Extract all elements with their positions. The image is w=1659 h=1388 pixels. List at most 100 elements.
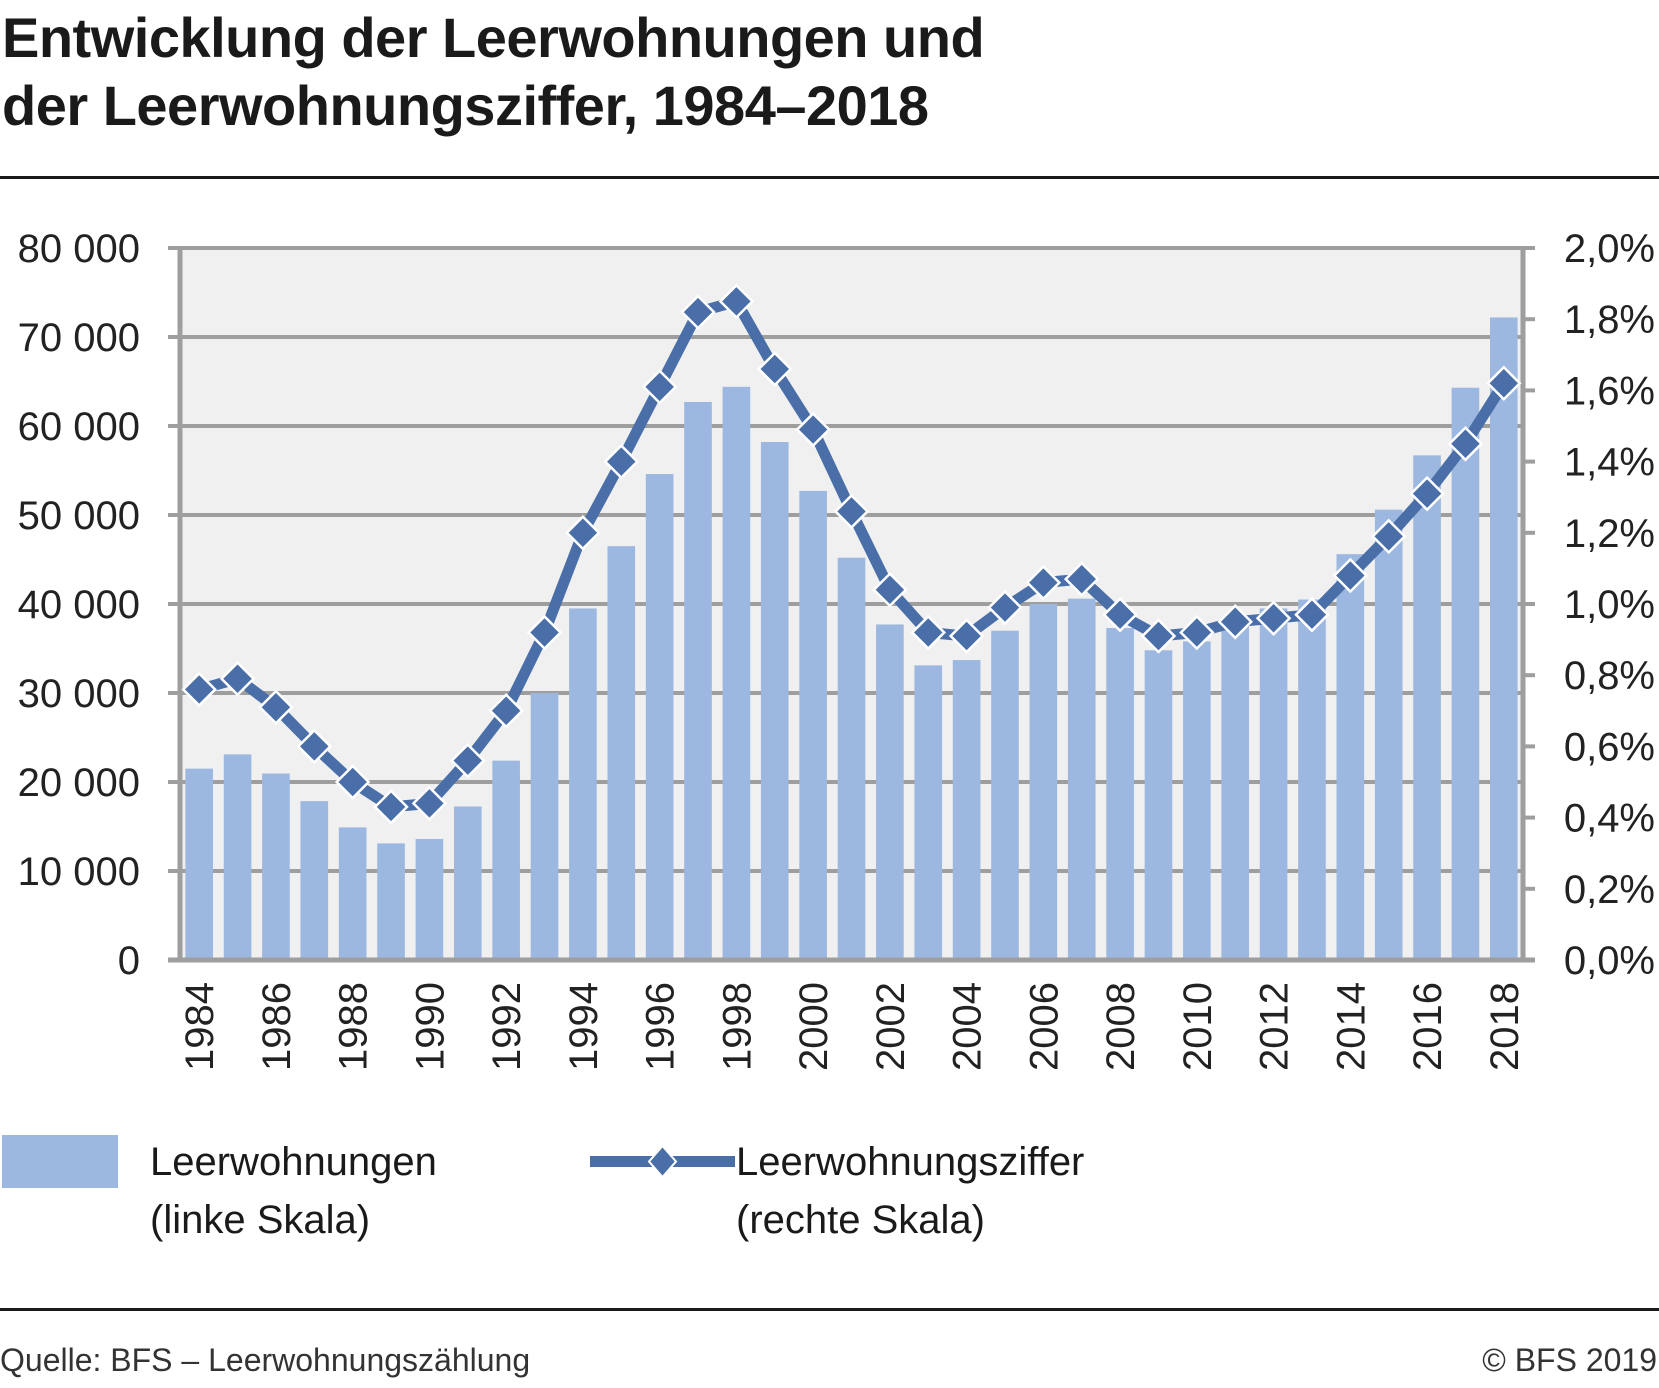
bar-2016 — [1413, 455, 1441, 960]
ziffer-marker-2000 — [795, 411, 831, 448]
x-tick-label: 1992 — [485, 982, 529, 1071]
legend-line-title: Leerwohnungsziffer — [736, 1140, 1085, 1184]
bar-1993 — [530, 693, 559, 960]
bar-2014 — [1336, 554, 1365, 960]
ziffer-marker-1997 — [680, 294, 716, 330]
footer-divider — [0, 1308, 1659, 1311]
x-tick-label: 2004 — [946, 982, 990, 1071]
bar-2004 — [952, 660, 981, 960]
chart: 0 10 000 20 000 30 000 40 000 50 000 60 000 70 … — [18, 227, 1655, 1071]
right-tick-label: 2,0% — [1564, 227, 1655, 271]
chart-title: Entwicklung der Leerwohnungen und der Le… — [2, 4, 1302, 140]
ziffer-marker-1990 — [411, 785, 448, 822]
legend-line-subtitle: (rechte Skala) — [736, 1198, 985, 1242]
x-tick-label: 2008 — [1099, 982, 1143, 1071]
x-tick-label: 2018 — [1483, 982, 1527, 1071]
bar-2007 — [1067, 598, 1096, 960]
ziffer-marker-2005 — [987, 589, 1023, 626]
right-tick-label: 1,8% — [1564, 298, 1655, 342]
ziffer-marker-2009 — [1140, 618, 1177, 654]
bar-2005 — [991, 630, 1019, 960]
legend-bars-subtitle: (linke Skala) — [150, 1198, 371, 1242]
bar-2002 — [876, 624, 904, 960]
bar-1987 — [300, 801, 329, 960]
bar-2012 — [1259, 608, 1288, 960]
legend-bars-label: Leerwohnungen (linke Skala) — [150, 1133, 437, 1249]
bar-2008 — [1106, 628, 1134, 960]
left-tick-label: 70 000 — [18, 316, 140, 360]
bar-1995 — [607, 546, 636, 960]
x-tick-label: 2006 — [1022, 982, 1066, 1071]
bar-1984 — [185, 768, 213, 960]
left-tick-label: 20 000 — [18, 761, 140, 805]
bar-1996 — [645, 474, 674, 960]
ziffer-marker-1994 — [565, 515, 601, 551]
ziffer-marker-2008 — [1102, 596, 1138, 633]
left-tick-label: 50 000 — [18, 494, 140, 538]
x-tick-label: 1998 — [715, 982, 759, 1071]
left-tick-label: 10 000 — [18, 850, 140, 894]
ziffer-marker-1993 — [526, 614, 563, 651]
right-tick-label: 0,4% — [1564, 797, 1655, 841]
x-tick-label: 2010 — [1176, 982, 1220, 1071]
bar-2011 — [1221, 617, 1250, 960]
bar-1989 — [377, 843, 405, 960]
ziffer-marker-1995 — [603, 443, 640, 480]
x-tick-label: 2002 — [869, 982, 913, 1071]
ziffer-marker-1998 — [718, 283, 755, 320]
chart-title-line-1: Entwicklung der Leerwohnungen und — [2, 6, 985, 69]
x-tick-label: 2016 — [1406, 982, 1450, 1071]
bar-2013 — [1298, 599, 1326, 960]
bar-2010 — [1183, 641, 1211, 960]
bar-2009 — [1144, 650, 1173, 960]
ziffer-marker-2015 — [1370, 518, 1407, 555]
ziffer-marker-1996 — [641, 369, 678, 405]
bar-1988 — [338, 827, 367, 960]
ziffer-marker-2013 — [1294, 596, 1330, 633]
legend-bars-swatch — [2, 1135, 118, 1188]
ziffer-marker-1999 — [756, 351, 793, 387]
title-divider — [0, 176, 1659, 179]
ziffer-marker-2002 — [872, 571, 908, 608]
footer-source: Quelle: BFS – Leerwohnungszählung — [0, 1342, 531, 1378]
x-tick-label: 1988 — [332, 982, 376, 1071]
bar-1994 — [569, 608, 597, 960]
legend-line-label: Leerwohnungsziffer (rechte Skala) — [736, 1133, 1084, 1249]
ziffer-marker-1992 — [488, 693, 524, 729]
ziffer-marker-1988 — [334, 764, 371, 800]
ziffer-marker-2016 — [1409, 475, 1445, 512]
chart-title-line-2: der Leerwohnungsziffer, 1984–2018 — [2, 74, 929, 137]
bar-1999 — [760, 442, 789, 960]
left-tick-label: 0 — [118, 939, 140, 983]
bar-2017 — [1451, 387, 1480, 960]
ziffer-marker-2001 — [833, 493, 870, 530]
right-tick-label: 0,6% — [1564, 725, 1655, 769]
left-tick-label: 80 000 — [18, 227, 140, 271]
ziffer-marker-1985 — [219, 660, 256, 697]
bar-1991 — [453, 806, 482, 960]
ziffer-marker-1991 — [450, 742, 486, 779]
bar-1985 — [223, 754, 252, 960]
x-tick-label: 2000 — [792, 982, 836, 1071]
ziffer-marker-2007 — [1063, 561, 1100, 597]
ziffer-marker-1984 — [181, 671, 217, 708]
bar-2001 — [837, 557, 866, 960]
right-tick-label: 1,6% — [1564, 369, 1655, 413]
ziffer-marker-2011 — [1217, 604, 1253, 640]
bar-1998 — [722, 386, 751, 961]
ziffer-marker-2010 — [1179, 614, 1215, 651]
x-tick-label: 1986 — [255, 982, 299, 1071]
ziffer-marker-2012 — [1255, 600, 1292, 637]
left-tick-label: 40 000 — [18, 583, 140, 627]
bar-2015 — [1374, 509, 1403, 960]
legend-bars-title: Leerwohnungen — [150, 1140, 437, 1184]
x-tick-label: 1996 — [639, 982, 683, 1071]
right-tick-label: 0,0% — [1564, 939, 1655, 983]
right-tick-label: 0,2% — [1564, 868, 1655, 912]
bar-2018 — [1490, 317, 1518, 960]
right-tick-label: 1,2% — [1564, 512, 1655, 556]
right-tick-label: 1,4% — [1564, 441, 1655, 485]
x-tick-label: 1994 — [562, 982, 606, 1071]
ziffer-marker-2006 — [1025, 564, 1062, 601]
ziffer-marker-1987 — [296, 728, 333, 765]
